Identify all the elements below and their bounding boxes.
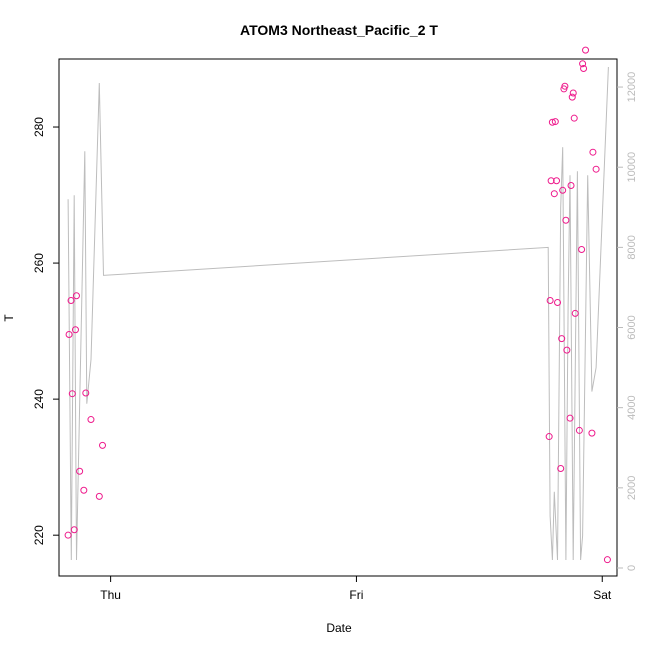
y2-tick-label: 0 xyxy=(626,565,638,571)
line-series xyxy=(67,66,609,561)
data-point xyxy=(578,245,586,253)
plot-frame xyxy=(58,58,618,577)
y-tick-label: 260 xyxy=(32,253,46,273)
data-point xyxy=(64,531,72,539)
data-point xyxy=(551,118,559,126)
data-point xyxy=(80,486,88,494)
data-point xyxy=(579,60,587,68)
y-tick-label: 240 xyxy=(32,389,46,409)
data-point xyxy=(563,346,571,354)
y2-tick-label: 8000 xyxy=(626,235,638,259)
y-axis-ticks: 220 240 260 280 xyxy=(32,117,59,545)
data-point xyxy=(99,441,107,449)
y-tick-label: 220 xyxy=(32,525,46,545)
data-point xyxy=(71,326,79,334)
data-point xyxy=(548,118,556,126)
y2-tick-label: 2000 xyxy=(626,476,638,500)
data-point xyxy=(546,296,554,304)
data-point xyxy=(76,467,84,475)
data-point xyxy=(580,65,588,73)
y-tick-label: 280 xyxy=(32,117,46,137)
data-point xyxy=(558,335,566,343)
data-point xyxy=(589,148,597,156)
data-point xyxy=(557,465,565,473)
x-tick-label: Fri xyxy=(349,588,363,602)
data-point xyxy=(592,165,600,173)
data-point xyxy=(575,426,583,434)
data-point xyxy=(70,526,78,534)
x-axis-label: Date xyxy=(326,621,352,635)
data-point xyxy=(547,177,555,185)
data-point xyxy=(72,292,80,300)
data-point xyxy=(559,186,567,194)
data-point xyxy=(603,556,611,564)
data-point xyxy=(68,390,76,398)
data-point xyxy=(570,114,578,122)
data-point xyxy=(553,177,561,185)
data-point xyxy=(582,46,590,54)
y2-tick-label: 12000 xyxy=(626,72,638,103)
series-line xyxy=(67,66,609,561)
y2-tick-label: 6000 xyxy=(626,315,638,339)
x-axis-ticks: Thu Fri Sat xyxy=(100,576,612,602)
scatter-series xyxy=(64,46,611,564)
data-point xyxy=(588,429,596,437)
x-tick-label: Sat xyxy=(593,588,612,602)
secondary-y-axis-ticks: 0 2000 4000 6000 8000 10000 12000 xyxy=(617,72,638,571)
x-tick-label: Thu xyxy=(100,588,121,602)
data-point xyxy=(65,331,73,339)
data-point xyxy=(561,82,569,90)
data-point xyxy=(569,89,577,97)
data-point xyxy=(550,190,558,198)
data-point xyxy=(562,216,570,224)
data-point xyxy=(566,414,574,422)
data-point xyxy=(571,309,579,317)
data-point xyxy=(568,93,576,101)
y2-tick-label: 4000 xyxy=(626,395,638,419)
data-point xyxy=(545,433,553,441)
data-point xyxy=(567,182,575,190)
chart-title: ATOM3 Northeast_Pacific_2 T xyxy=(240,22,438,38)
data-point xyxy=(554,299,562,307)
data-point xyxy=(87,416,95,424)
y2-tick-label: 10000 xyxy=(626,152,638,183)
y-axis-label: T xyxy=(2,314,16,322)
data-point xyxy=(95,492,103,500)
data-point xyxy=(67,296,75,304)
data-point xyxy=(82,389,90,397)
